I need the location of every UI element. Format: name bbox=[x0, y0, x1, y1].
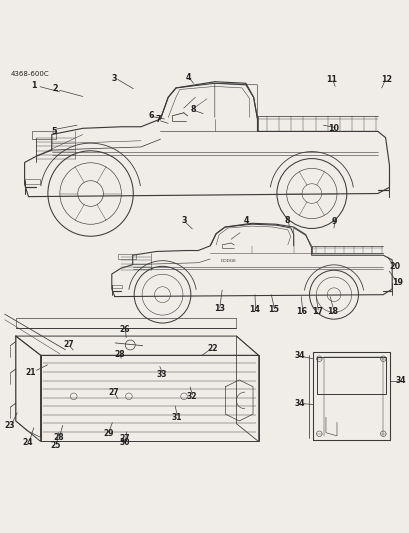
Text: 26: 26 bbox=[119, 325, 130, 334]
Text: 28: 28 bbox=[114, 350, 124, 359]
Text: 27: 27 bbox=[108, 388, 119, 397]
Text: 34: 34 bbox=[395, 376, 405, 385]
Text: 32: 32 bbox=[186, 392, 197, 401]
Text: 3: 3 bbox=[181, 216, 187, 225]
Text: 22: 22 bbox=[207, 344, 218, 353]
Text: 5: 5 bbox=[51, 127, 56, 135]
Text: 4: 4 bbox=[243, 216, 248, 225]
Text: 27: 27 bbox=[119, 433, 130, 442]
Text: 2: 2 bbox=[52, 84, 58, 93]
Text: 29: 29 bbox=[103, 429, 113, 438]
Bar bbox=[117, 254, 135, 259]
Text: 33: 33 bbox=[156, 370, 166, 379]
Text: 9: 9 bbox=[330, 217, 336, 226]
Text: 34: 34 bbox=[294, 351, 304, 360]
Text: 21: 21 bbox=[26, 368, 36, 377]
Text: 7: 7 bbox=[155, 115, 161, 124]
Text: 34: 34 bbox=[294, 399, 304, 408]
Text: 6: 6 bbox=[148, 111, 153, 120]
Text: 20: 20 bbox=[388, 262, 399, 271]
Text: 4: 4 bbox=[185, 72, 191, 82]
Text: 18: 18 bbox=[327, 306, 338, 316]
Text: 8: 8 bbox=[190, 105, 196, 114]
Text: 16: 16 bbox=[296, 306, 307, 316]
Text: 30: 30 bbox=[119, 438, 130, 447]
Text: 10: 10 bbox=[327, 124, 338, 133]
Bar bbox=[25, 179, 40, 184]
Bar bbox=[32, 132, 56, 139]
Text: 23: 23 bbox=[4, 421, 15, 430]
Text: 8: 8 bbox=[284, 216, 290, 225]
Text: 12: 12 bbox=[380, 75, 391, 84]
Bar bbox=[112, 285, 122, 288]
Text: 27: 27 bbox=[63, 340, 73, 349]
Text: 3: 3 bbox=[112, 74, 117, 83]
Text: 25: 25 bbox=[50, 441, 61, 450]
Text: DODGE: DODGE bbox=[220, 259, 236, 263]
Text: 11: 11 bbox=[325, 75, 336, 84]
Text: 28: 28 bbox=[53, 433, 64, 442]
Text: 1: 1 bbox=[31, 80, 37, 90]
Text: 14: 14 bbox=[249, 305, 260, 314]
Text: 4368-600C: 4368-600C bbox=[11, 71, 49, 77]
Text: 24: 24 bbox=[22, 438, 33, 447]
Text: 13: 13 bbox=[213, 304, 224, 313]
Text: 15: 15 bbox=[267, 305, 279, 314]
Text: 19: 19 bbox=[391, 278, 402, 287]
Text: 31: 31 bbox=[171, 413, 181, 422]
Text: 17: 17 bbox=[311, 306, 322, 316]
